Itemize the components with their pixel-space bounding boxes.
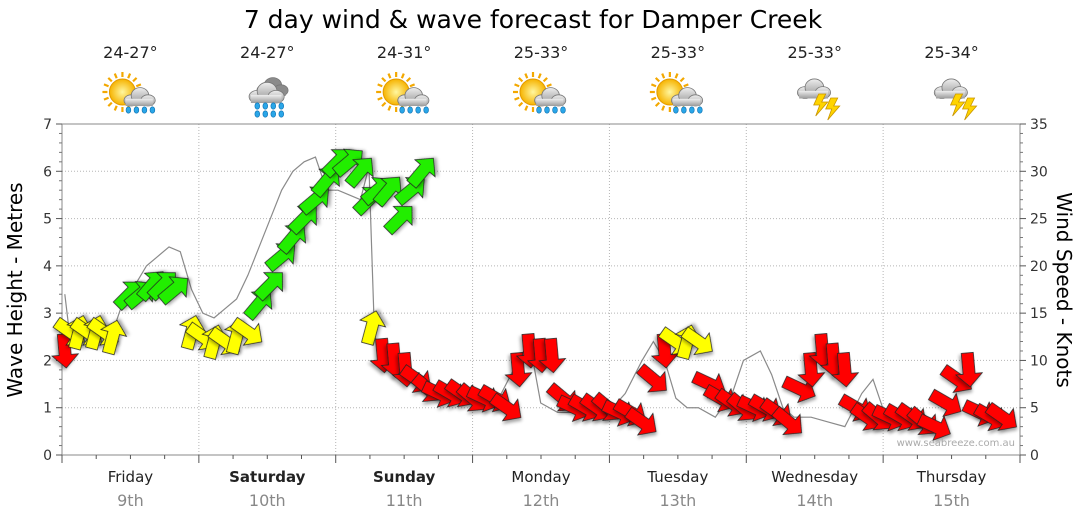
y-tick-label: 5 <box>43 212 52 228</box>
day-date-label: 11th <box>386 491 423 510</box>
wind-series <box>51 148 1017 441</box>
wind-arrow <box>771 405 802 436</box>
day-date-label: 13th <box>659 491 696 510</box>
y-tick-label: 2 <box>43 353 52 369</box>
day-temperature: 25-33° <box>787 43 842 62</box>
day-temperature: 25-33° <box>651 43 706 62</box>
wind-arrow <box>538 337 567 374</box>
sun-rain-cloud-icon <box>649 72 704 114</box>
sun-rain-cloud-icon <box>102 72 156 114</box>
heavy-rain-cloud-icon <box>248 77 289 118</box>
day-date-label: 15th <box>933 491 970 510</box>
wind-arrow <box>489 392 522 422</box>
y-tick-label: 6 <box>43 164 52 180</box>
grid <box>62 123 1020 455</box>
y-tick-label: 1 <box>43 401 52 417</box>
y-axis-label: Wave Height - Metres <box>3 182 27 397</box>
y-tick-label: 3 <box>43 306 52 322</box>
day-name-label: Monday <box>511 468 570 486</box>
y2-tick-label: 15 <box>1030 306 1048 322</box>
wind-arrow <box>831 351 860 388</box>
day-temperature: 24-27° <box>103 43 158 62</box>
wind-arrow <box>504 351 533 388</box>
day-name-label: Wednesday <box>771 468 858 486</box>
day-temperature: 25-34° <box>924 43 979 62</box>
wind-arrow <box>344 157 374 189</box>
day-date-label: 9th <box>117 491 144 510</box>
wind-arrow <box>157 276 189 306</box>
day-name-label: Friday <box>108 468 154 486</box>
day-name-label: Thursday <box>916 468 987 486</box>
y-tick-label: 4 <box>43 259 52 275</box>
watermark: www.seabreeze.com.au <box>897 438 1015 449</box>
wind-arrow <box>287 206 317 236</box>
wind-arrow <box>781 375 816 404</box>
y2-tick-label: 25 <box>1030 212 1048 228</box>
wind-arrow <box>797 351 826 388</box>
day-name-label: Saturday <box>229 468 306 486</box>
y-tick-label: 0 <box>43 448 52 464</box>
wind-arrow <box>383 206 413 236</box>
wind-arrow <box>406 157 436 189</box>
day-temperature: 24-27° <box>240 43 295 62</box>
wind-arrow <box>359 310 387 346</box>
day-date-label: 14th <box>796 491 833 510</box>
wind-arrow <box>229 316 263 346</box>
wind-arrow <box>984 401 1017 431</box>
wind-arrow <box>624 406 657 436</box>
day-date-label: 12th <box>523 491 560 510</box>
y2-tick-label: 35 <box>1030 117 1048 133</box>
wind-arrow <box>253 272 283 302</box>
y2-tick-label: 30 <box>1030 164 1048 180</box>
wave-height-line <box>64 156 896 428</box>
weather-icons: 24-27° 24-27° 24-31° 25-33° 25-33° 25-33° 25-3… <box>102 43 979 121</box>
y2-tick-label: 5 <box>1030 401 1039 417</box>
wind-arrow <box>99 319 128 356</box>
sun-rain-cloud-icon <box>376 72 430 114</box>
sun-rain-cloud-icon <box>513 72 567 114</box>
wind-arrow <box>680 326 713 356</box>
wind-arrow <box>954 351 984 388</box>
day-temperature: 24-31° <box>377 43 432 62</box>
wind-arrow <box>51 333 80 369</box>
wind-arrow <box>372 176 402 208</box>
chart-title: 7 day wind & wave forecast for Damper Cr… <box>244 5 823 34</box>
y2-axis-label: Wind Speed - Knots <box>1052 192 1076 388</box>
day-temperature: 25-33° <box>514 43 569 62</box>
thunderstorm-cloud-icon <box>797 78 841 121</box>
day-date-label: 10th <box>249 491 286 510</box>
y2-tick-label: 10 <box>1030 353 1048 369</box>
wave-series <box>64 156 896 428</box>
y2-tick-label: 0 <box>1030 448 1039 464</box>
wind-arrow <box>635 363 667 393</box>
y2-tick-label: 20 <box>1030 259 1048 275</box>
wind-arrow <box>916 413 951 441</box>
thunderstorm-cloud-icon <box>933 78 978 121</box>
day-name-label: Tuesday <box>646 468 708 486</box>
y-tick-label: 7 <box>43 117 52 133</box>
wind-arrow <box>927 388 962 418</box>
day-name-label: Sunday <box>373 468 436 486</box>
